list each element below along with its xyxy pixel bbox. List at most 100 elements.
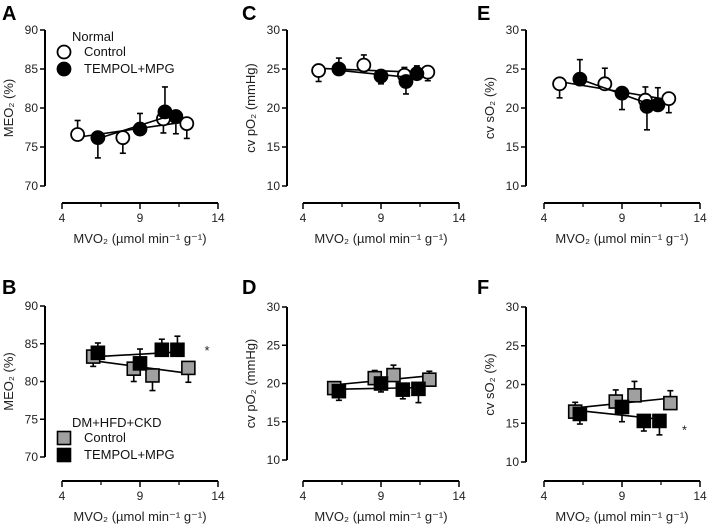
data-point [90,345,106,361]
y-tick-label: 30 [267,300,281,314]
y-tick-label: 10 [506,455,520,469]
panel-d: D 10 15 20 25 30 4 9 14 MVO₂ (µmol min⁻¹ g⁻¹) cv p… [242,277,466,524]
data-point [422,372,437,387]
y-tick-label: 85 [25,337,39,351]
x-tick-label: 14 [452,489,466,503]
x-tick-label: 4 [59,211,66,225]
x-tick-label: 9 [619,489,626,503]
data-point [411,381,426,397]
x-axis-label: MVO₂ (µmol min⁻¹ g⁻¹) [555,231,688,246]
y-tick-label: 85 [25,62,39,76]
legend-marker [56,447,72,463]
y-tick-label: 75 [25,140,39,154]
data-point [386,367,401,383]
x-tick-label: 14 [452,211,466,225]
y-tick-label: 25 [267,338,281,352]
data-point [398,74,414,89]
legend-title: DM+HFD+CKD [72,415,162,430]
panel-f: F 10 15 20 25 30 4 9 14 MVO₂ (µmol min⁻¹ g⁻¹) cv s… [477,277,707,524]
x-tick-label: 9 [619,211,626,225]
x-tick-label: 9 [137,211,144,225]
x-tick-label: 9 [137,489,144,503]
data-point [652,413,667,429]
y-tick-label: 15 [267,140,281,154]
x-tick-label: 14 [693,211,707,225]
y-tick-label: 15 [506,416,520,430]
data-point [154,342,170,358]
y-tick-label: 10 [267,453,281,467]
y-tick-label: 75 [25,412,39,426]
data-point [572,406,588,422]
data-point [145,368,160,383]
y-tick-label: 80 [25,375,39,389]
y-tick-label: 10 [267,179,281,193]
x-tick-label: 9 [378,489,385,503]
legend-title: Normal [72,29,114,44]
series-control [70,111,195,155]
data-point [552,76,567,92]
data-point [636,413,652,429]
y-tick-label: 30 [506,23,520,37]
y-tick-label: 20 [506,378,520,392]
y-tick-label: 30 [506,300,520,314]
data-point [132,356,148,371]
y-tick-label: 25 [506,62,520,76]
data-point [90,130,106,146]
series-tempol-mpg [90,86,184,159]
y-tick-label: 90 [25,299,39,313]
data-point [331,383,347,399]
x-tick-label: 9 [378,211,385,225]
panel-b: B 70 75 80 85 90 4 9 14 MVO₂ (µmol min⁻¹ g⁻¹) MEO₂… [1,277,225,524]
data-point [331,61,347,77]
panel-c: C 10 15 20 25 30 4 9 14 MVO₂ (µmol min⁻¹ g⁻¹) cv p… [242,3,466,246]
panel-label: D [242,277,256,299]
panel-label: B [2,277,16,299]
data-point [168,109,184,124]
series-tempol-mpg [331,57,425,95]
data-point [181,360,196,376]
x-tick-label: 14 [693,489,707,503]
y-tick-label: 70 [25,450,39,464]
data-point [132,121,148,137]
data-point [572,71,588,87]
y-tick-label: 25 [506,339,520,353]
data-point [373,376,389,391]
panel-label: A [2,3,16,25]
x-axis-label: MVO₂ (µmol min⁻¹ g⁻¹) [314,509,447,524]
y-axis-label: cv sO₂ (%) [482,77,497,139]
x-tick-label: 4 [59,489,66,503]
legend-marker [56,430,72,446]
significance-asterisk: * [205,343,210,358]
data-point [661,91,677,107]
panel-e: E 10 15 20 25 30 4 9 14 MVO₂ (µmol min⁻¹ g⁻¹) cv s… [477,3,707,246]
y-axis-label: cv pO₂ (mmHg) [243,63,258,153]
y-tick-label: 25 [267,62,281,76]
data-point [373,68,389,84]
y-tick-label: 10 [506,179,520,193]
legend-label: Control [84,430,126,445]
series-tempol-mpg [572,399,667,436]
x-tick-label: 14 [211,211,225,225]
y-tick-label: 80 [25,101,39,115]
x-tick-label: 4 [541,489,548,503]
data-point [395,382,411,397]
legend-marker [56,61,72,77]
y-tick-label: 15 [506,140,520,154]
x-axis-label: MVO₂ (µmol min⁻¹ g⁻¹) [314,231,447,246]
x-tick-label: 4 [541,211,548,225]
data-point [627,388,642,403]
series-tempol-mpg [572,58,666,131]
data-point [311,63,327,78]
data-point [614,399,630,415]
x-axis-label: MVO₂ (µmol min⁻¹ g⁻¹) [73,509,206,524]
y-axis-label: MEO₂ (%) [1,352,16,411]
data-point [614,85,630,101]
data-point [170,342,185,358]
x-tick-label: 4 [300,211,307,225]
y-tick-label: 20 [506,101,520,115]
panel-label: E [477,3,490,25]
y-axis-label: cv sO₂ (%) [482,353,497,415]
x-axis-label: MVO₂ (µmol min⁻¹ g⁻¹) [555,509,688,524]
